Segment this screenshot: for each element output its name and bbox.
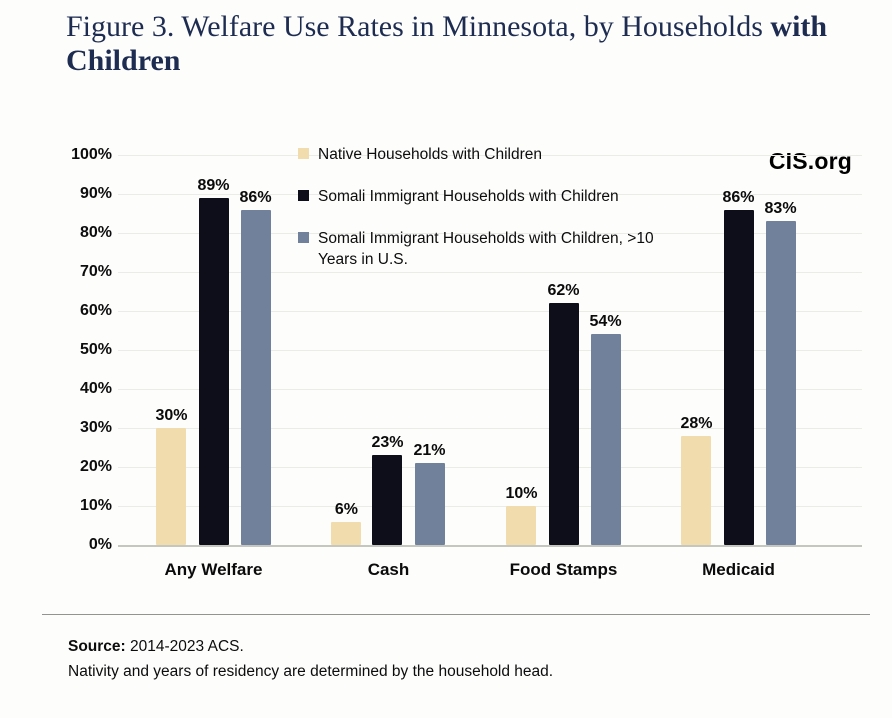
bar-value-label: 89%	[197, 176, 230, 194]
figure-title-bold-children: Children	[66, 44, 181, 77]
gridline	[118, 311, 862, 312]
bar-with-label: 28%	[680, 155, 712, 545]
bar-with-label: 30%	[155, 155, 187, 545]
gridline	[118, 233, 862, 234]
bar	[240, 209, 271, 545]
source-text: 2014-2023 ACS.	[130, 638, 244, 655]
bar	[156, 428, 187, 545]
ytick-label: 70%	[79, 263, 112, 280]
bar-value-label: 86%	[239, 188, 272, 206]
plot-area: 30% 89% 86% 6% 23% 21% 10% 62% 54% 28% 86% 83%	[118, 155, 862, 547]
legend-swatch	[298, 232, 309, 243]
bar	[590, 334, 621, 545]
bar	[372, 455, 403, 545]
ytick-label: 90%	[79, 185, 112, 202]
gridline	[118, 350, 862, 351]
bar-with-label: 23%	[371, 155, 404, 545]
gridline	[118, 389, 862, 390]
bar-value-label: 28%	[680, 414, 713, 432]
ytick-label: 60%	[79, 302, 112, 319]
gridline	[118, 506, 862, 507]
bar-with-label: 62%	[547, 155, 580, 545]
bar	[765, 221, 796, 545]
category-label: Cash	[367, 560, 410, 579]
gridline	[118, 155, 862, 156]
figure-title-bold-with: with	[770, 10, 828, 43]
source-label: Source:	[68, 638, 126, 655]
legend-item: Somali Immigrant Households with Childre…	[298, 186, 750, 207]
bar-group: 28% 86% 83%	[651, 155, 826, 545]
source-line: Source: 2014-2023 ACS.	[68, 638, 244, 656]
bar-with-label: 54%	[590, 155, 622, 545]
legend-item: Native Households with Children	[298, 144, 750, 165]
bar-value-label: 21%	[413, 442, 446, 460]
gridline	[118, 467, 862, 468]
category-label: Medicaid	[702, 560, 775, 579]
bar-value-label: 10%	[505, 485, 538, 502]
bar-value-label: 62%	[547, 282, 580, 300]
ytick-label: 20%	[79, 458, 112, 475]
bar-value-label: 6%	[334, 500, 359, 518]
bars-row: 30% 89% 86% 6% 23% 21% 10% 62% 54% 28% 86% 83%	[126, 155, 826, 545]
ytick-label: 100%	[71, 146, 112, 163]
category-label: Food Stamps	[509, 560, 618, 579]
ytick-label: 40%	[79, 380, 112, 397]
legend-label: Native Households with Children	[318, 146, 543, 163]
gridline	[118, 428, 862, 429]
y-axis: 0% 10% 20% 30% 40% 50% 60% 70% 80% 90% 100%	[28, 146, 112, 553]
bar-group: 10% 62% 54%	[476, 155, 651, 545]
bar-with-label: 10%	[505, 155, 537, 545]
bar-value-label: 86%	[722, 188, 755, 206]
legend-label: Somali Immigrant Households with Childre…	[318, 188, 619, 205]
ytick-label: 10%	[79, 497, 112, 514]
bar	[723, 209, 754, 545]
footnote: Nativity and years of residency are dete…	[68, 663, 554, 680]
legend: Native Households with Children Somali Im…	[298, 144, 750, 291]
bar-group: 30% 89% 86%	[126, 155, 301, 545]
legend-swatch	[298, 148, 309, 159]
category-label: Any Welfare	[164, 560, 263, 579]
bar	[506, 506, 537, 545]
bar-with-label: 6%	[331, 155, 362, 545]
legend-label: Somali Immigrant Households with Childre…	[318, 230, 654, 268]
figure-title-text: Figure 3. Welfare Use Rates in Minnesota…	[66, 10, 763, 43]
bar-with-label: 21%	[414, 155, 446, 545]
bar	[414, 463, 445, 545]
bar-value-label: 54%	[589, 313, 622, 331]
bar	[548, 303, 579, 545]
bar-with-label: 86%	[722, 155, 755, 545]
gridline	[118, 194, 862, 195]
legend-swatch	[298, 190, 309, 201]
footer-divider	[42, 614, 870, 615]
bar-value-label: 83%	[764, 200, 797, 218]
gridline	[118, 272, 862, 273]
bar-with-label: 86%	[240, 155, 272, 545]
ytick-label: 50%	[79, 341, 112, 358]
bar	[681, 435, 712, 545]
ytick-label: 80%	[79, 224, 112, 241]
bar-value-label: 30%	[155, 407, 188, 424]
ytick-label: 30%	[79, 419, 112, 436]
cis-org-watermark: CIS.org	[768, 148, 852, 174]
legend-item: Somali Immigrant Households with Childre…	[298, 228, 750, 270]
bar	[331, 521, 362, 545]
bar-value-label: 23%	[371, 434, 404, 452]
figure-title: Figure 3. Welfare Use Rates in Minnesota…	[66, 10, 876, 78]
bar-with-label: 89%	[197, 155, 230, 545]
bar-with-label: 83%	[765, 155, 797, 545]
x-axis-category-labels: Any Welfare Cash Food Stamps Medicaid	[126, 560, 826, 580]
bar-group: 6% 23% 21%	[301, 155, 476, 545]
ytick-label: 0%	[88, 536, 112, 553]
bar	[198, 197, 229, 545]
